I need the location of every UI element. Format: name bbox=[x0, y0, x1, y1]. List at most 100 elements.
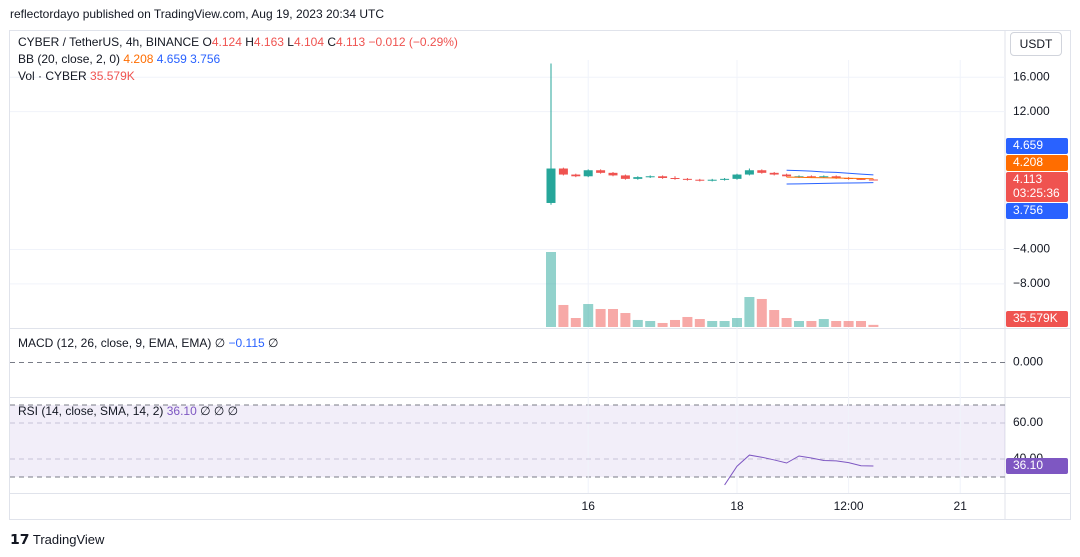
x-tick-label: 12:00 bbox=[834, 499, 864, 513]
bb-lower bbox=[786, 182, 874, 185]
candle-body bbox=[819, 176, 829, 178]
macd-r1: −0.115 bbox=[228, 336, 265, 350]
logo-text: TradingView bbox=[32, 532, 105, 547]
volume-bar bbox=[694, 319, 705, 327]
volume-bar bbox=[868, 324, 879, 327]
y-tick-label: −8.000 bbox=[1013, 276, 1050, 290]
candle-body bbox=[571, 174, 581, 177]
volume-bar bbox=[583, 304, 594, 327]
volume-tag-bg bbox=[1006, 311, 1068, 327]
candle-body bbox=[645, 176, 655, 178]
volume-bar bbox=[719, 321, 730, 327]
legend-vol: Vol · CYBER 35.579K bbox=[18, 69, 135, 83]
macd-r2: ∅ bbox=[268, 336, 279, 350]
vol-value: 35.579K bbox=[90, 69, 135, 83]
candle-body bbox=[558, 168, 568, 175]
x-tick-label: 21 bbox=[954, 499, 968, 513]
volume-tag: 35.579K bbox=[1013, 311, 1058, 325]
candle-body bbox=[633, 177, 643, 179]
volume-bar bbox=[608, 309, 618, 327]
candle-body bbox=[868, 179, 878, 181]
volume-bar bbox=[645, 321, 656, 327]
volume-bar bbox=[794, 321, 804, 327]
volume-bar bbox=[769, 310, 780, 327]
volume-bar bbox=[632, 319, 643, 327]
candle-body bbox=[707, 179, 717, 181]
volume-bar bbox=[595, 309, 606, 327]
l-letter: L bbox=[287, 35, 294, 49]
rsi-line bbox=[724, 454, 874, 486]
l-value: 4.104 bbox=[293, 35, 325, 49]
bb-upper bbox=[786, 169, 874, 176]
rsi-extra: ∅ ∅ ∅ bbox=[200, 404, 239, 418]
candle-body bbox=[620, 175, 630, 179]
legend-bb: BB (20, close, 2, 0) 4.208 4.659 3.756 bbox=[18, 52, 220, 66]
o-value: 4.124 bbox=[211, 35, 242, 49]
volume-bar bbox=[856, 321, 866, 327]
candle-body bbox=[546, 168, 556, 203]
candle-body bbox=[596, 170, 606, 173]
volume-bar bbox=[620, 313, 631, 327]
rsi-tick-label: 60.00 bbox=[1013, 415, 1043, 429]
bb-title: BB (20, close, 2, 0) bbox=[18, 52, 121, 66]
rsi-value: 36.10 bbox=[166, 404, 197, 418]
volume-bar bbox=[818, 319, 829, 327]
c-value: 4.113 bbox=[336, 35, 366, 49]
y-tick-label: −4.000 bbox=[1013, 242, 1050, 256]
volume-bar bbox=[707, 321, 718, 327]
close-tag-bg bbox=[1006, 172, 1068, 202]
volume-bar bbox=[558, 304, 569, 327]
bb-basis bbox=[786, 176, 874, 180]
header: reflectordayo published on TradingView.c… bbox=[10, 7, 385, 21]
bb-basis-tag-bg bbox=[1006, 155, 1068, 171]
volume-bar bbox=[843, 321, 854, 327]
bb-lower: 3.756 bbox=[190, 52, 221, 66]
candle-body bbox=[782, 174, 792, 177]
bb-lower-tag-bg bbox=[1006, 203, 1068, 219]
legend-rsi: RSI (14, close, SMA, 14, 2) 36.10 ∅ ∅ ∅ bbox=[18, 404, 238, 418]
candle-body bbox=[608, 172, 618, 176]
volume-bar bbox=[756, 298, 767, 327]
h-value: 4.163 bbox=[253, 35, 284, 49]
bb-upper-tag-bg bbox=[1006, 138, 1068, 154]
volume-bar bbox=[831, 321, 842, 327]
bb-lower-tag: 3.756 bbox=[1013, 203, 1043, 217]
candle-body bbox=[806, 176, 816, 178]
y-tick-label: 16.000 bbox=[1013, 69, 1050, 83]
rsi-tag: 36.10 bbox=[1013, 458, 1043, 472]
macd-title: MACD (12, 26, close, 9, EMA, EMA) bbox=[18, 336, 212, 350]
candle-body bbox=[757, 170, 767, 173]
bb-basis-tag: 4.208 bbox=[1013, 155, 1043, 169]
candle-body bbox=[732, 174, 742, 179]
close-tag-extra: 03:25:36 bbox=[1013, 186, 1060, 200]
candle-body bbox=[794, 176, 804, 178]
bb-upper: 4.659 bbox=[156, 52, 187, 66]
candle-body bbox=[720, 178, 730, 180]
close-tag: 4.113 bbox=[1013, 172, 1042, 186]
volume-bar bbox=[546, 252, 556, 327]
bb-basis: 4.208 bbox=[123, 52, 154, 66]
candle-body bbox=[695, 179, 705, 181]
rsi-title: RSI (14, close, SMA, 14, 2) bbox=[18, 404, 164, 418]
candle-body bbox=[831, 176, 841, 178]
candle-body bbox=[583, 170, 593, 177]
volume-bar bbox=[657, 322, 668, 327]
macd-r0: ∅ bbox=[214, 336, 226, 350]
candle-body bbox=[682, 178, 692, 180]
bb-upper-tag: 4.659 bbox=[1013, 138, 1043, 152]
volume-bar bbox=[732, 318, 742, 327]
currency-button[interactable]: USDT bbox=[1010, 32, 1062, 56]
rsi-band bbox=[10, 405, 1005, 478]
candle-body bbox=[769, 172, 779, 175]
x-tick-label: 16 bbox=[582, 499, 596, 513]
o-letter: O bbox=[202, 35, 212, 49]
candle-body bbox=[856, 178, 866, 180]
volume-bar bbox=[744, 297, 755, 327]
footer-logo[interactable]: 𝟭𝟳 TradingView bbox=[10, 531, 105, 547]
symbol: CYBER / TetherUS, 4h, BINANCE bbox=[18, 35, 200, 49]
candle-body bbox=[658, 176, 668, 178]
vol-title: Vol · CYBER bbox=[18, 69, 87, 83]
volume-bar bbox=[806, 321, 817, 327]
c-letter: C bbox=[327, 35, 337, 49]
